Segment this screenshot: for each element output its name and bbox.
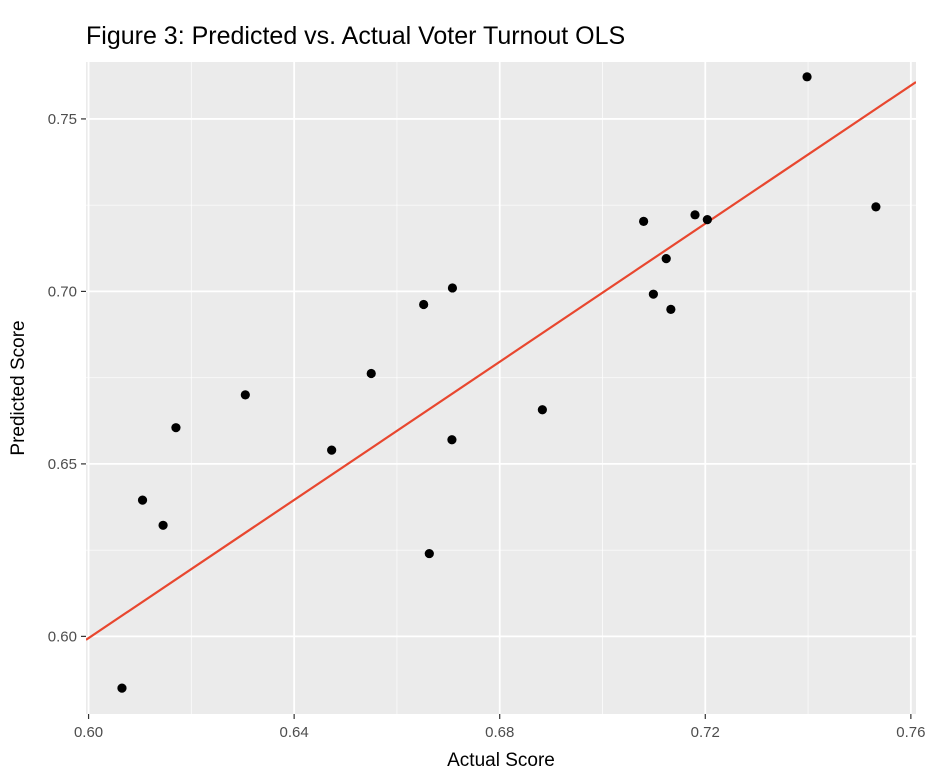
x-axis: 0.60 0.64 0.68 0.72 0.76: [74, 714, 925, 741]
data-point: [171, 423, 181, 433]
data-point: [117, 683, 127, 693]
x-tick-label: 0.68: [485, 724, 514, 741]
data-point: [661, 254, 671, 264]
y-axis: 0.60 0.65 0.70 0.75: [48, 111, 86, 645]
x-axis-title: Actual Score: [447, 750, 555, 771]
y-tick-label: 0.60: [48, 628, 77, 645]
data-point: [447, 435, 457, 445]
data-point: [648, 289, 658, 299]
data-point: [702, 215, 712, 225]
data-point: [802, 72, 812, 82]
x-tick-label: 0.60: [74, 724, 103, 741]
data-points: [117, 72, 881, 693]
major-gridlines: [86, 62, 916, 714]
data-point: [690, 210, 700, 220]
y-tick-label: 0.70: [48, 283, 77, 300]
plot-panel: [86, 62, 916, 714]
minor-gridlines: [86, 62, 916, 714]
data-point: [666, 304, 676, 314]
data-point: [639, 216, 649, 226]
data-point: [137, 495, 148, 505]
data-point: [871, 202, 881, 212]
x-tick-label: 0.76: [896, 724, 925, 741]
fit-line-group: [86, 81, 916, 641]
x-tick-label: 0.64: [280, 724, 309, 741]
fit-line: [86, 81, 916, 641]
data-point: [447, 283, 458, 293]
y-axis-title: Predicted Score: [8, 320, 29, 455]
data-point: [424, 548, 434, 559]
data-point: [419, 299, 429, 310]
data-point: [366, 368, 376, 379]
x-tick-label: 0.72: [691, 724, 720, 741]
y-tick-label: 0.75: [48, 111, 77, 128]
data-point: [537, 405, 547, 415]
y-tick-label: 0.65: [48, 456, 77, 473]
data-point: [240, 390, 250, 400]
data-point: [158, 520, 168, 530]
data-point: [327, 445, 337, 455]
chart-title: Figure 3: Predicted vs. Actual Voter Tur…: [86, 22, 625, 50]
